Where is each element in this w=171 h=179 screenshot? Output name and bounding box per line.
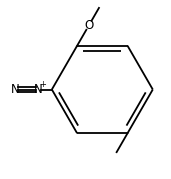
Text: +: + <box>39 80 45 89</box>
Text: N: N <box>34 83 43 96</box>
Text: O: O <box>84 19 94 32</box>
Text: N: N <box>10 83 19 96</box>
